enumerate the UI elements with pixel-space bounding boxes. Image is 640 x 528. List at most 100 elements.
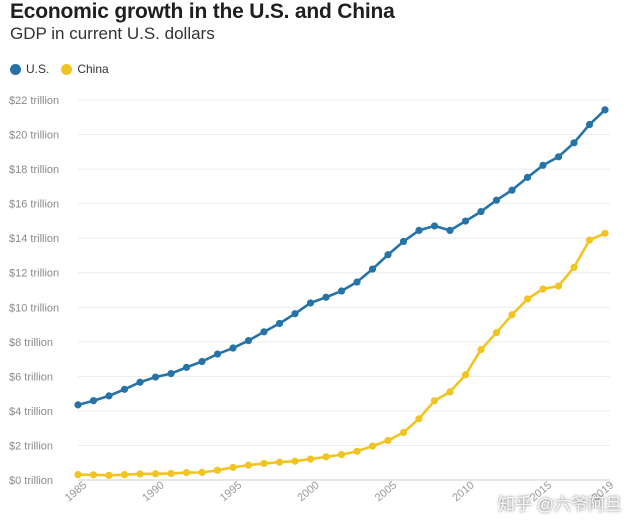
data-point-us[interactable]: [523, 173, 532, 181]
data-point-china[interactable]: [492, 329, 501, 337]
data-point-china[interactable]: [260, 459, 268, 468]
y-tick-label: $10 trillion: [9, 302, 59, 314]
x-tick-label: 1990: [140, 479, 166, 504]
data-point-us[interactable]: [337, 287, 346, 295]
data-point-us[interactable]: [461, 217, 470, 225]
data-point-china[interactable]: [182, 468, 191, 477]
data-point-us[interactable]: [306, 299, 315, 307]
chart-subtitle: GDP in current U.S. dollars: [10, 24, 215, 43]
data-point-china[interactable]: [353, 447, 361, 455]
data-point-china[interactable]: [151, 470, 160, 478]
data-point-china[interactable]: [337, 451, 346, 459]
data-point-china[interactable]: [105, 471, 113, 479]
watermark: 知乎 @六爷阿旦: [498, 495, 622, 514]
data-point-us[interactable]: [151, 373, 160, 381]
data-point-china[interactable]: [136, 470, 144, 478]
y-tick-label: $2 trillion: [9, 440, 53, 452]
data-point-us[interactable]: [446, 226, 454, 235]
data-point-us[interactable]: [322, 293, 330, 301]
data-point-china[interactable]: [430, 397, 439, 405]
data-point-us[interactable]: [291, 310, 299, 318]
legend: U.S. China: [10, 62, 121, 76]
data-point-china[interactable]: [120, 471, 129, 479]
data-point-us[interactable]: [275, 319, 284, 328]
y-tick-label: $18 trillion: [9, 164, 59, 176]
data-point-china[interactable]: [167, 469, 175, 478]
data-point-china[interactable]: [89, 471, 98, 479]
data-point-china[interactable]: [275, 458, 284, 466]
data-point-china[interactable]: [74, 471, 82, 479]
data-point-us[interactable]: [399, 237, 408, 246]
series-line-us: [76, 108, 607, 407]
data-point-china[interactable]: [461, 371, 470, 379]
legend-item-us[interactable]: U.S.: [10, 62, 49, 76]
data-point-china[interactable]: [213, 466, 222, 474]
data-point-us[interactable]: [554, 153, 563, 161]
y-tick-label: $4 trillion: [9, 406, 53, 418]
data-point-china[interactable]: [477, 345, 485, 354]
legend-item-china[interactable]: China: [61, 62, 109, 76]
data-point-us[interactable]: [570, 139, 578, 147]
data-point-china[interactable]: [384, 436, 392, 445]
data-point-china[interactable]: [508, 311, 516, 319]
y-tick-label: $22 trillion: [9, 95, 59, 107]
chart-title: Economic growth in the U.S. and China: [10, 0, 395, 23]
data-point-us[interactable]: [260, 328, 268, 336]
legend-swatch-us: [10, 63, 21, 75]
data-point-china[interactable]: [446, 388, 454, 396]
series-layer: [74, 106, 609, 479]
legend-swatch-china: [61, 63, 73, 75]
data-point-china[interactable]: [322, 453, 330, 461]
data-point-china[interactable]: [539, 285, 547, 293]
series-line-china: [76, 232, 607, 477]
data-point-china[interactable]: [198, 468, 206, 476]
data-point-china[interactable]: [554, 282, 563, 290]
data-point-china[interactable]: [570, 263, 578, 271]
data-point-china[interactable]: [523, 295, 532, 303]
data-point-us[interactable]: [167, 370, 175, 378]
y-tick-label: $0 trillion: [9, 475, 53, 487]
data-point-china[interactable]: [601, 229, 609, 237]
data-point-us[interactable]: [368, 265, 377, 273]
data-point-china[interactable]: [415, 415, 423, 423]
data-point-us[interactable]: [539, 161, 547, 169]
y-tick-label: $8 trillion: [9, 337, 53, 349]
data-point-china[interactable]: [291, 457, 299, 465]
x-tick-label: 1995: [218, 479, 244, 504]
data-point-us[interactable]: [213, 350, 222, 358]
data-point-china[interactable]: [229, 463, 237, 471]
data-point-us[interactable]: [105, 392, 113, 400]
data-point-us[interactable]: [384, 251, 392, 259]
data-point-china[interactable]: [585, 236, 594, 244]
data-point-china[interactable]: [244, 461, 253, 469]
x-tick-label: 1985: [63, 479, 89, 504]
data-point-china[interactable]: [368, 442, 377, 450]
data-point-us[interactable]: [430, 222, 439, 230]
data-point-us[interactable]: [229, 344, 237, 352]
data-point-us[interactable]: [74, 401, 82, 409]
y-tick-label: $20 trillion: [9, 130, 59, 142]
y-tick-label: $12 trillion: [9, 268, 59, 280]
data-point-us[interactable]: [244, 337, 253, 345]
data-point-us[interactable]: [136, 378, 144, 386]
data-point-china[interactable]: [306, 455, 315, 463]
x-tick-label: 2010: [450, 479, 476, 504]
legend-label-china: China: [77, 62, 109, 76]
data-point-us[interactable]: [353, 278, 361, 286]
data-point-us[interactable]: [585, 120, 594, 129]
data-point-us[interactable]: [492, 196, 501, 204]
y-tick-label: $14 trillion: [9, 233, 59, 245]
data-point-us[interactable]: [89, 397, 98, 405]
data-point-us[interactable]: [477, 207, 485, 216]
x-tick-label: 2000: [295, 479, 321, 504]
data-point-us[interactable]: [508, 186, 516, 194]
data-point-us[interactable]: [601, 106, 609, 114]
data-point-china[interactable]: [399, 428, 408, 437]
data-point-us[interactable]: [198, 357, 206, 366]
data-point-us[interactable]: [415, 226, 423, 235]
data-point-us[interactable]: [182, 363, 191, 371]
grid-lines: [78, 99, 610, 481]
y-axis: $0 trillion $2 trillion $4 trillion $6 tril…: [9, 95, 59, 487]
data-point-us[interactable]: [120, 385, 129, 393]
